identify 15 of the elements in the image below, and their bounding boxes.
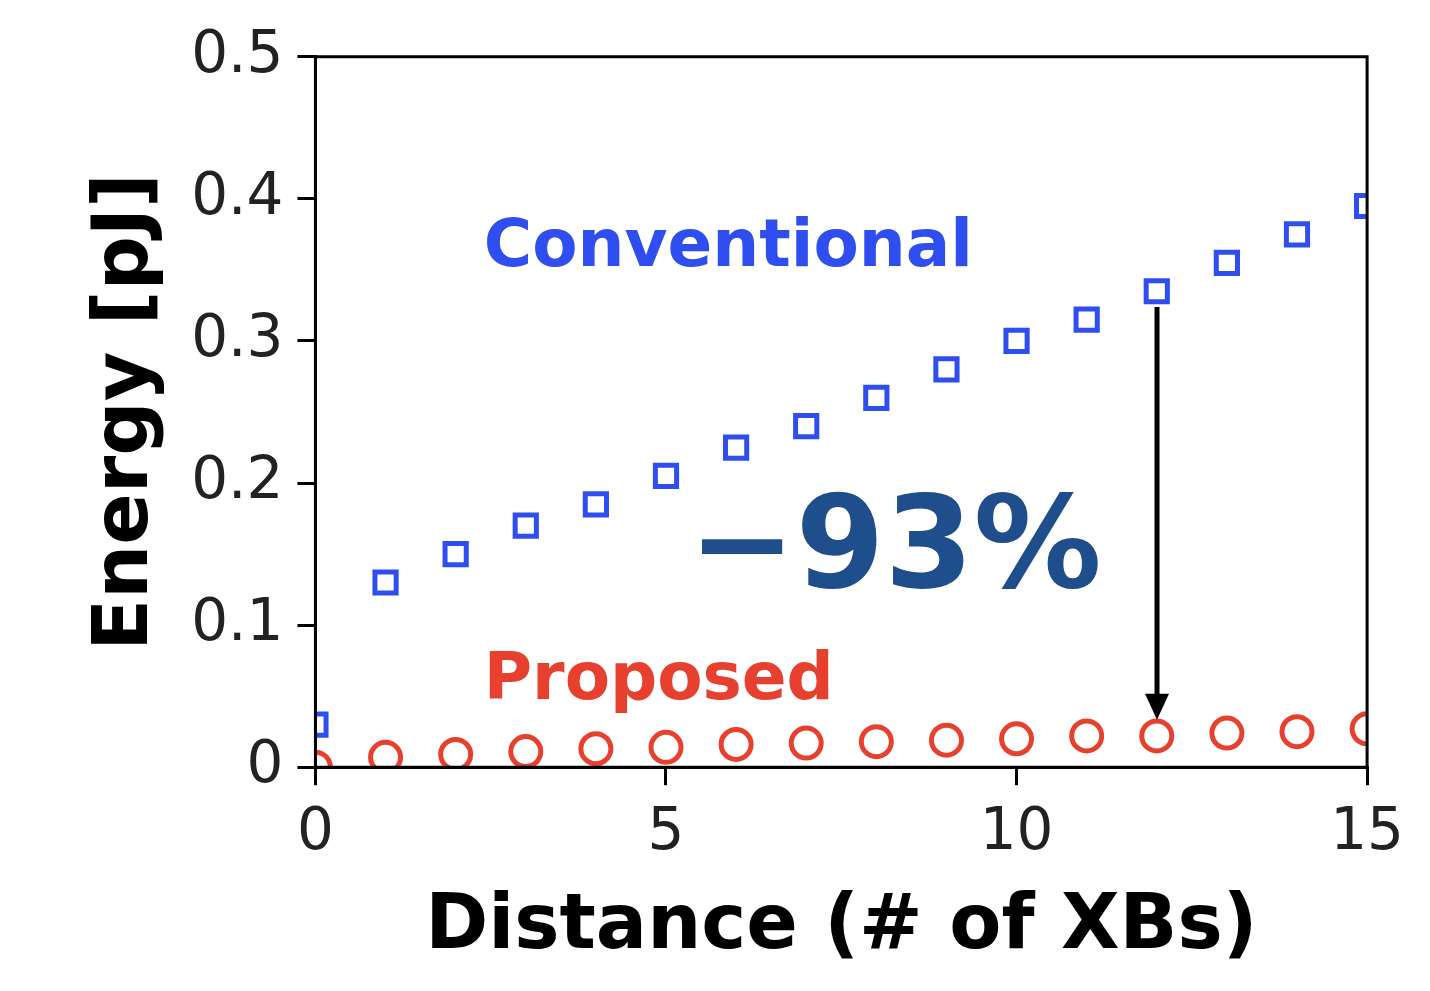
y-tick-label: 0.1 [191,586,284,655]
x-tick-label: 0 [296,795,334,864]
x-tick-label: 5 [647,795,685,864]
annotation: −93% [688,468,1102,618]
y-tick-label: 0 [246,728,284,797]
y-axis-title: Energy [pJ] [76,173,166,651]
y-tick-label: 0.5 [191,17,284,86]
x-tick-label: 15 [1330,795,1404,864]
series-label: Proposed [483,638,834,716]
x-tick-label: 10 [979,795,1054,864]
y-tick-label: 0.2 [191,444,284,513]
x-axis-title: Distance (# of XBs) [425,877,1258,967]
series-label: Conventional [483,204,973,282]
y-tick-label: 0.3 [191,302,284,371]
y-tick-label: 0.4 [191,159,284,228]
